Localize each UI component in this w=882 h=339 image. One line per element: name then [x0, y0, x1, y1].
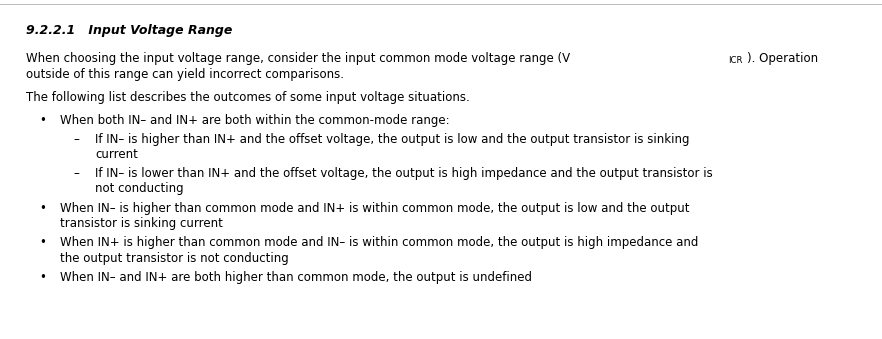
Text: outside of this range can yield incorrect comparisons.: outside of this range can yield incorrec…	[26, 68, 345, 81]
Text: 9.2.2.1   Input Voltage Range: 9.2.2.1 Input Voltage Range	[26, 24, 233, 37]
Text: –: –	[73, 167, 79, 180]
Text: •: •	[39, 271, 46, 284]
Text: •: •	[39, 114, 46, 126]
Text: When both IN– and IN+ are both within the common-mode range:: When both IN– and IN+ are both within th…	[60, 114, 450, 126]
Text: –: –	[73, 133, 79, 146]
Text: When IN– and IN+ are both higher than common mode, the output is undefined: When IN– and IN+ are both higher than co…	[60, 271, 532, 284]
Text: the output transistor is not conducting: the output transistor is not conducting	[60, 252, 288, 264]
Text: The following list describes the outcomes of some input voltage situations.: The following list describes the outcome…	[26, 91, 470, 103]
Text: When IN+ is higher than common mode and IN– is within common mode, the output is: When IN+ is higher than common mode and …	[60, 236, 699, 249]
Text: •: •	[39, 202, 46, 215]
Text: transistor is sinking current: transistor is sinking current	[60, 217, 223, 230]
Text: not conducting: not conducting	[95, 182, 183, 195]
Text: When IN– is higher than common mode and IN+ is within common mode, the output is: When IN– is higher than common mode and …	[60, 202, 690, 215]
Text: ICR: ICR	[729, 56, 743, 65]
Text: When choosing the input voltage range, consider the input common mode voltage ra: When choosing the input voltage range, c…	[26, 52, 571, 64]
Text: If IN– is higher than IN+ and the offset voltage, the output is low and the outp: If IN– is higher than IN+ and the offset…	[95, 133, 690, 146]
Text: current: current	[95, 148, 138, 161]
Text: •: •	[39, 236, 46, 249]
Text: If IN– is lower than IN+ and the offset voltage, the output is high impedance an: If IN– is lower than IN+ and the offset …	[95, 167, 713, 180]
Text: ). Operation: ). Operation	[747, 52, 818, 64]
